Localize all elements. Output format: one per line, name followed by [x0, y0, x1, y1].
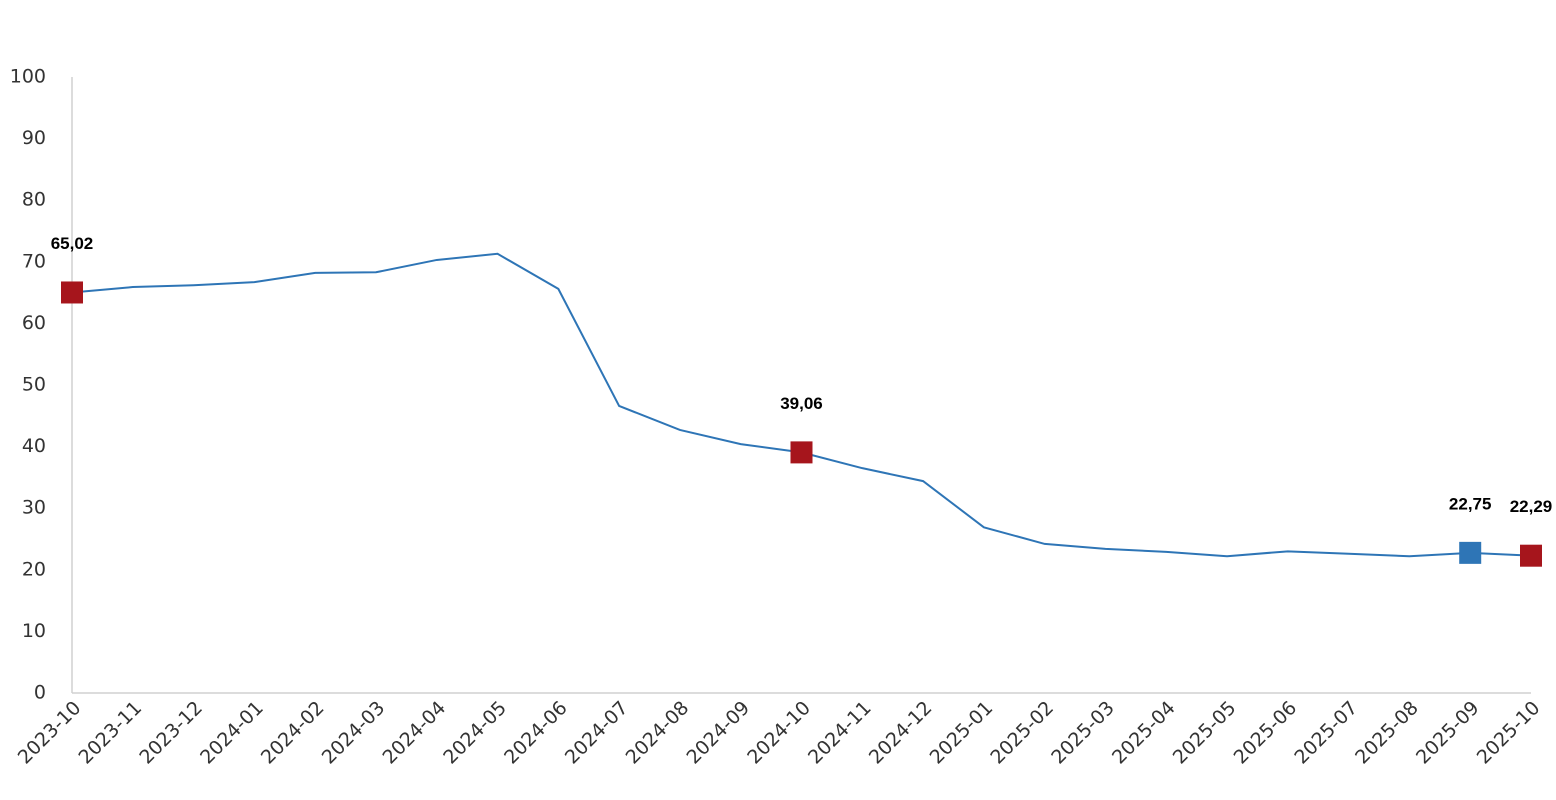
x-tick-label: 2024-08	[622, 697, 694, 769]
x-tick-label: 2024-10	[743, 697, 815, 769]
x-tick-label: 2024-01	[196, 697, 268, 769]
y-tick-label: 60	[22, 312, 46, 334]
y-tick-label: 90	[22, 127, 46, 149]
x-tick-label: 2025-04	[1108, 697, 1180, 769]
y-tick-label: 0	[34, 682, 46, 704]
data-label: 65,02	[51, 234, 94, 253]
x-tick-label: 2025-06	[1230, 697, 1302, 769]
data-label: 39,06	[780, 394, 823, 413]
marker	[1459, 541, 1482, 564]
y-tick-label: 20	[22, 558, 46, 580]
x-tick-label: 2024-03	[318, 697, 390, 769]
y-tick-label: 50	[22, 374, 46, 396]
x-tick-label: 2024-04	[378, 697, 450, 769]
x-tick-label: 2024-07	[561, 697, 633, 769]
y-tick-label: 40	[22, 435, 46, 457]
y-tick-label: 10	[22, 620, 46, 642]
x-tick-label: 2023-10	[14, 697, 86, 769]
x-tick-label: 2024-11	[804, 697, 876, 769]
y-tick-label: 30	[22, 497, 46, 519]
y-tick-label: 70	[22, 250, 46, 272]
x-tick-label: 2025-01	[926, 697, 998, 769]
x-tick-label: 2024-09	[682, 697, 754, 769]
x-tick-label: 2024-02	[257, 697, 329, 769]
marker	[1520, 544, 1542, 567]
x-tick-label: 2025-10	[1473, 697, 1545, 769]
y-tick-label: 80	[22, 189, 46, 211]
x-tick-label: 2025-09	[1412, 697, 1484, 769]
x-tick-label: 2025-02	[986, 697, 1058, 769]
x-tick-label: 2025-05	[1169, 697, 1241, 769]
x-tick-label: 2023-11	[75, 697, 147, 769]
x-tick-label: 2024-06	[500, 697, 572, 769]
x-tick-label: 2025-08	[1351, 697, 1423, 769]
marker	[790, 441, 813, 464]
x-tick-label: 2023-12	[135, 697, 207, 769]
x-tick-label: 2025-03	[1047, 697, 1119, 769]
x-tick-label: 2024-05	[439, 697, 511, 769]
marker	[61, 281, 83, 304]
y-tick-label: 100	[10, 66, 46, 88]
data-label: 22,29	[1510, 497, 1553, 516]
x-tick-label: 2024-12	[865, 697, 937, 769]
x-tick-label: 2025-07	[1290, 697, 1362, 769]
data-label: 22,75	[1449, 494, 1492, 513]
